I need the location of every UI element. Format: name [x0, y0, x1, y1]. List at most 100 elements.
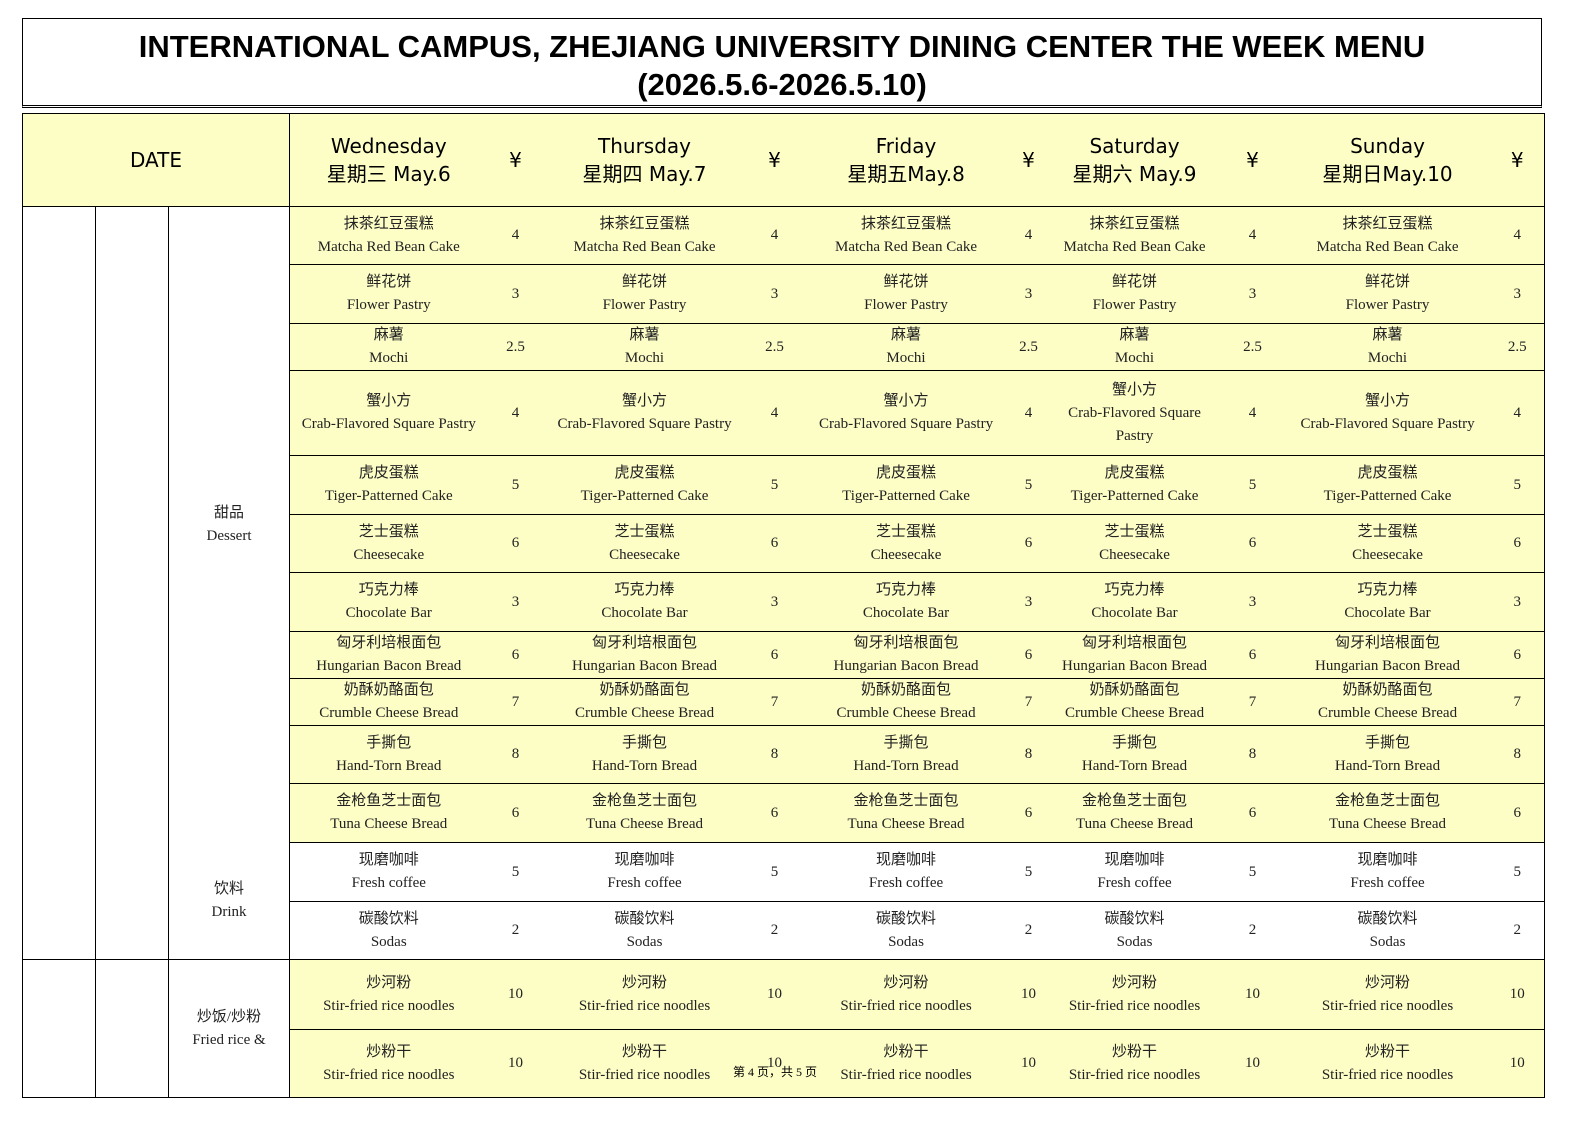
item-en: Stir-fried rice noodles — [578, 997, 711, 1014]
item-price: 4 — [487, 206, 544, 265]
item-en: Mochi — [624, 350, 665, 366]
item-zh: 巧克力棒 — [1357, 582, 1418, 598]
item-price: 7 — [1490, 678, 1545, 726]
blank-cell — [22, 959, 96, 1098]
item-zh: 炒粉干 — [1112, 1043, 1158, 1060]
item-name: 巧克力棒 Chocolate Bar — [1284, 572, 1491, 632]
item-price: 8 — [745, 725, 804, 784]
item-name: 虎皮蛋糕 Tiger-Patterned Cake — [803, 455, 1009, 515]
item-zh: 奶酥奶酪面包 — [861, 682, 952, 698]
item-zh: 匈牙利培根面包 — [853, 635, 959, 651]
item-en: Stir-fried rice noodles — [1321, 997, 1454, 1014]
item-en: Cheesecake — [1352, 546, 1423, 563]
item-en: Cheesecake — [353, 546, 425, 563]
category-cell: 饮料 Drink — [168, 842, 291, 960]
item-zh: 抹茶红豆蛋糕 — [1089, 215, 1180, 232]
item-zh: 现磨咖啡 — [1357, 852, 1418, 868]
item-en: Matcha Red Bean Cake — [1316, 238, 1459, 255]
item-name: 现磨咖啡 Fresh coffee — [1284, 842, 1491, 902]
item-zh: 虎皮蛋糕 — [1357, 465, 1418, 481]
item-en: Hand-Torn Bread — [1334, 757, 1441, 774]
item-en: Crumble Cheese Bread — [1317, 705, 1458, 721]
item-price: 3 — [487, 572, 544, 632]
category-cell: 炒饭/炒粉 Fried rice & — [168, 959, 291, 1098]
item-name: 手撕包 Hand-Torn Bread — [1284, 725, 1491, 784]
item-name: 巧克力棒 Chocolate Bar — [289, 572, 488, 632]
item-price: 2 — [487, 901, 544, 960]
menu-table: DATE Wednesday 星期三 May.6 ¥ Thursday 星期四 May.7… — [22, 113, 1546, 1098]
item-en: Stir-fried rice noodles — [578, 1066, 711, 1083]
item-price: 5 — [1008, 842, 1049, 902]
item-name: 抹茶红豆蛋糕 Matcha Red Bean Cake — [289, 206, 488, 265]
title: INTERNATIONAL CAMPUS, ZHEJIANG UNIVERSIT… — [138, 29, 1426, 64]
item-zh: 虎皮蛋糕 — [358, 465, 419, 481]
item-price: 6 — [1490, 514, 1545, 573]
item-price: 3 — [487, 264, 544, 324]
item-en: Tuna Cheese Bread — [847, 816, 965, 832]
item-name: 麻薯 Mochi — [543, 323, 746, 371]
item-name: 虎皮蛋糕 Tiger-Patterned Cake — [1048, 455, 1221, 515]
item-zh: 鲜花饼 — [883, 274, 929, 290]
blank-cell — [22, 206, 96, 960]
item-name: 抹茶红豆蛋糕 Matcha Red Bean Cake — [1284, 206, 1491, 265]
item-en: Sodas — [1116, 933, 1153, 950]
item-zh: 碳酸饮料 — [358, 910, 419, 927]
day-name: Thursday — [598, 134, 692, 158]
item-en: Hand-Torn Bread — [591, 757, 698, 774]
day-name: Sunday — [1350, 134, 1425, 158]
item-en: Fresh coffee — [1350, 875, 1425, 891]
item-en: Fresh coffee — [607, 875, 682, 891]
item-name: 匈牙利培根面包 Hungarian Bacon Bread — [543, 631, 746, 679]
item-price: 4 — [1220, 206, 1285, 265]
item-zh: 现磨咖啡 — [614, 852, 675, 868]
item-price: 5 — [1220, 455, 1285, 515]
subtitle: (2026.5.6-2026.5.10) — [637, 67, 927, 102]
item-price: 3 — [1490, 572, 1545, 632]
item-price: 10 — [1490, 959, 1545, 1030]
category-zh: 炒饭/炒粉 — [196, 1008, 262, 1025]
item-name: 现磨咖啡 Fresh coffee — [543, 842, 746, 902]
item-price: 4 — [1220, 370, 1285, 456]
item-en: Hungarian Bacon Bread — [572, 658, 717, 674]
item-price: 5 — [745, 455, 804, 515]
day-header: Saturday 星期六 May.9 — [1048, 113, 1221, 207]
item-en: Tiger-Patterned Cake — [324, 488, 453, 504]
item-zh: 匈牙利培根面包 — [592, 635, 698, 651]
item-en: Stir-fried rice noodles — [1068, 1066, 1201, 1083]
item-en: Hungarian Bacon Bread — [1315, 658, 1460, 674]
item-en: Flower Pastry — [346, 297, 431, 313]
blank-cell — [95, 959, 169, 1098]
item-name: 炒河粉 Stir-fried rice noodles — [803, 959, 1009, 1030]
item-name: 抹茶红豆蛋糕 Matcha Red Bean Cake — [803, 206, 1009, 265]
item-name: 金枪鱼芝士面包 Tuna Cheese Bread — [1284, 783, 1491, 843]
item-name: 抹茶红豆蛋糕 Matcha Red Bean Cake — [1048, 206, 1221, 265]
item-row: 麻薯 Mochi 2.5 麻薯 Mochi 2.5 麻薯 Mochi 2.5 麻薯 Mochi 2.5… — [23, 323, 1545, 371]
date-header: DATE — [22, 113, 291, 207]
item-zh: 麻薯 — [1119, 327, 1150, 343]
item-zh: 虎皮蛋糕 — [1104, 465, 1165, 481]
item-zh: 蟹小方 — [366, 393, 412, 409]
item-en: Matcha Red Bean Cake — [835, 238, 978, 255]
item-price: 6 — [1490, 631, 1545, 679]
day-date: 星期四 May.7 — [582, 162, 707, 186]
item-price: 6 — [1220, 514, 1285, 573]
item-name: 手撕包 Hand-Torn Bread — [1048, 725, 1221, 784]
item-row: 炒饭/炒粉 Fried rice & 炒河粉 Stir-fried rice nood… — [22, 959, 1545, 1098]
item-name: 虎皮蛋糕 Tiger-Patterned Cake — [1284, 455, 1491, 515]
item-name: 金枪鱼芝士面包 Tuna Cheese Bread — [1048, 783, 1221, 843]
item-name: 麻薯 Mochi — [1048, 323, 1221, 371]
item-row: 炒粉干 Stir-fried rice noodles 10 炒粉干 Stir-frie… — [23, 1029, 1545, 1098]
item-name: 碳酸饮料 Sodas — [1284, 901, 1491, 960]
item-en: Crab-Flavored Square Pastry — [557, 416, 732, 432]
item-en: Crumble Cheese Bread — [319, 705, 459, 721]
item-price: 5 — [1490, 455, 1545, 515]
item-en: Mochi — [886, 350, 926, 366]
item-zh: 现磨咖啡 — [1104, 852, 1165, 868]
item-en: Flower Pastry — [602, 297, 687, 313]
item-zh: 巧克力棒 — [358, 582, 419, 598]
day-header: Wednesday 星期三 May.6 — [289, 113, 488, 207]
category-zh: 饮料 — [214, 880, 245, 897]
item-name: 麻薯 Mochi — [1284, 323, 1491, 371]
item-price: 10 — [1008, 1029, 1049, 1098]
